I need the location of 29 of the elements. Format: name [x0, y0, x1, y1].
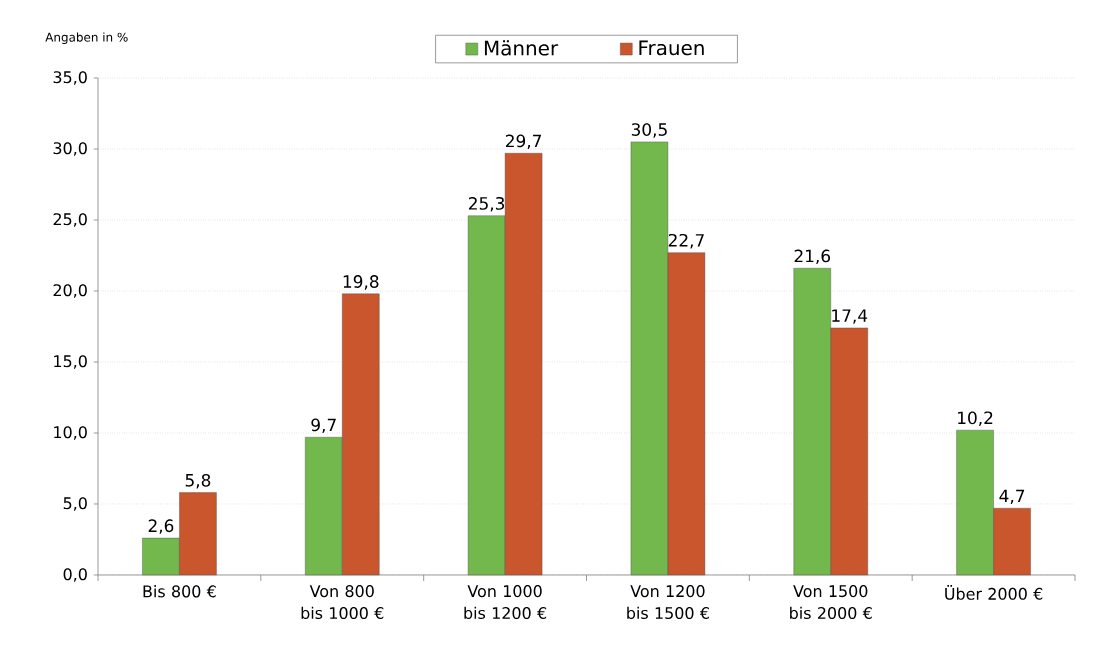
x-tick-label: Bis 800 € [143, 585, 216, 598]
x-tick-label: Von 1500 bis 2000 € [790, 585, 872, 620]
x-tick-label: Über 2000 € [945, 585, 1043, 600]
data-label: 9,7 [311, 418, 336, 434]
data-label: 21,6 [794, 249, 831, 265]
data-label: 4,7 [999, 489, 1025, 505]
data-label: 2,6 [148, 519, 174, 534]
y-tick-label: 0,0 [63, 568, 87, 582]
legend-label: Frauen [639, 40, 704, 56]
data-label: 17,4 [832, 309, 868, 324]
x-tick-label: Von 1000 bis 1200 € [464, 585, 547, 620]
data-label: 10,2 [958, 411, 993, 426]
data-label: 25,3 [468, 196, 505, 212]
y-tick-label: 10,0 [54, 426, 87, 440]
y-axis-title: Angaben in % [45, 32, 128, 45]
y-tick-label: 30,0 [53, 142, 87, 156]
data-label: 29,7 [505, 134, 541, 150]
x-tick-label: Von 1200 bis 1500 € [627, 585, 709, 620]
x-tick-label: Von 800 bis 1000 € [301, 585, 384, 620]
data-label: 30,5 [631, 123, 667, 138]
data-label: 19,8 [343, 275, 379, 290]
data-label: 5,8 [185, 473, 211, 489]
y-tick-label: 15,0 [54, 355, 87, 369]
y-tick-label: 5,0 [63, 497, 87, 511]
legend-label: Männer [484, 40, 559, 56]
y-tick-label: 25,0 [53, 213, 87, 227]
data-label: 22,7 [668, 233, 704, 249]
y-tick-label: 35,0 [53, 71, 87, 85]
y-tick-label: 20,0 [53, 284, 87, 298]
